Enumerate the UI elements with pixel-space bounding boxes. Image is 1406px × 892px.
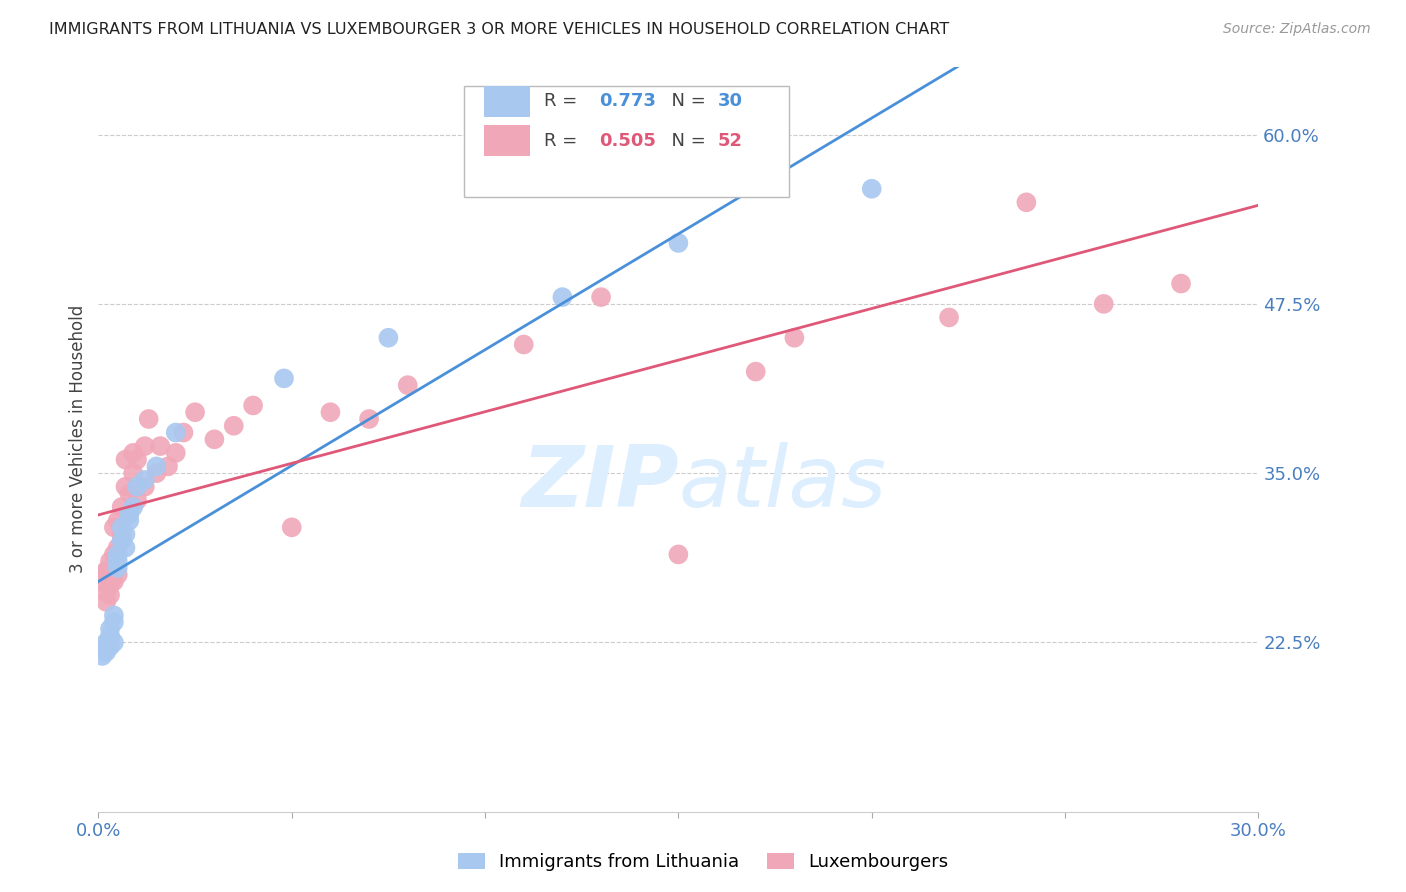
Point	[98, 629, 121, 643]
Point	[134, 480, 156, 494]
Point	[134, 473, 156, 487]
Point	[111, 533, 132, 548]
Text: 0.505: 0.505	[599, 132, 657, 150]
Point	[172, 425, 194, 440]
Point	[242, 399, 264, 413]
Point	[107, 548, 129, 562]
Point	[98, 640, 121, 654]
Point	[103, 615, 125, 629]
Point	[396, 378, 419, 392]
Point	[96, 635, 118, 649]
Point	[134, 439, 156, 453]
Point	[91, 574, 114, 589]
Point	[98, 577, 121, 591]
Point	[96, 645, 118, 659]
Point	[377, 331, 399, 345]
Point	[666, 548, 689, 562]
Point	[91, 648, 114, 663]
Point	[127, 452, 149, 467]
Point	[96, 595, 118, 609]
FancyBboxPatch shape	[484, 86, 530, 117]
Point	[145, 459, 167, 474]
Point	[118, 486, 141, 500]
Point	[111, 533, 132, 548]
Point	[107, 514, 129, 528]
Point	[1015, 195, 1038, 210]
Legend: Immigrants from Lithuania, Luxembourgers: Immigrants from Lithuania, Luxembourgers	[450, 846, 956, 879]
Point	[107, 541, 129, 555]
Point	[149, 439, 172, 453]
Point	[103, 608, 125, 623]
Point	[103, 520, 125, 534]
Point	[122, 446, 145, 460]
Point	[114, 452, 136, 467]
Point	[938, 310, 960, 325]
Point	[745, 365, 768, 379]
Text: R =: R =	[544, 132, 583, 150]
Point	[551, 290, 574, 304]
Point	[157, 459, 180, 474]
Point	[118, 507, 141, 521]
Point	[91, 642, 114, 657]
Point	[114, 480, 136, 494]
Point	[127, 480, 149, 494]
Text: N =: N =	[659, 132, 711, 150]
Point	[165, 446, 187, 460]
Point	[114, 541, 136, 555]
Point	[103, 548, 125, 562]
Point	[98, 632, 121, 646]
Point	[96, 585, 118, 599]
Point	[98, 554, 121, 568]
Point	[591, 290, 613, 304]
Point	[122, 500, 145, 514]
Point	[107, 554, 129, 568]
Point	[513, 337, 536, 351]
Text: IMMIGRANTS FROM LITHUANIA VS LUXEMBOURGER 3 OR MORE VEHICLES IN HOUSEHOLD CORREL: IMMIGRANTS FROM LITHUANIA VS LUXEMBOURGE…	[49, 22, 949, 37]
Point	[281, 520, 304, 534]
Point	[98, 572, 121, 586]
Text: atlas: atlas	[678, 442, 886, 525]
Point	[118, 514, 141, 528]
FancyBboxPatch shape	[484, 125, 530, 156]
Point	[666, 235, 689, 250]
Point	[204, 433, 226, 447]
Point	[184, 405, 207, 419]
Point	[783, 331, 806, 345]
Text: 30: 30	[718, 92, 742, 110]
Point	[165, 425, 187, 440]
Point	[145, 466, 167, 480]
Point	[273, 371, 295, 385]
Text: N =: N =	[659, 92, 711, 110]
Point	[96, 564, 118, 578]
Point	[107, 567, 129, 582]
Point	[98, 588, 121, 602]
Point	[107, 561, 129, 575]
Text: R =: R =	[544, 92, 583, 110]
Text: Source: ZipAtlas.com: Source: ZipAtlas.com	[1223, 22, 1371, 37]
Y-axis label: 3 or more Vehicles in Household: 3 or more Vehicles in Household	[69, 305, 87, 574]
Point	[127, 493, 149, 508]
Text: ZIP: ZIP	[520, 442, 678, 525]
Point	[359, 412, 381, 426]
Point	[319, 405, 342, 419]
Point	[118, 507, 141, 521]
Text: 0.773: 0.773	[599, 92, 657, 110]
Text: 52: 52	[718, 132, 742, 150]
Point	[860, 182, 883, 196]
Point	[111, 527, 132, 541]
Point	[98, 622, 121, 636]
Point	[1092, 297, 1115, 311]
Point	[103, 574, 125, 589]
FancyBboxPatch shape	[464, 86, 789, 197]
Point	[474, 168, 496, 182]
Point	[111, 520, 132, 534]
Point	[91, 567, 114, 582]
Point	[138, 412, 160, 426]
Point	[222, 418, 245, 433]
Point	[111, 500, 132, 514]
Point	[114, 527, 136, 541]
Point	[1170, 277, 1192, 291]
Point	[122, 466, 145, 480]
Point	[103, 635, 125, 649]
